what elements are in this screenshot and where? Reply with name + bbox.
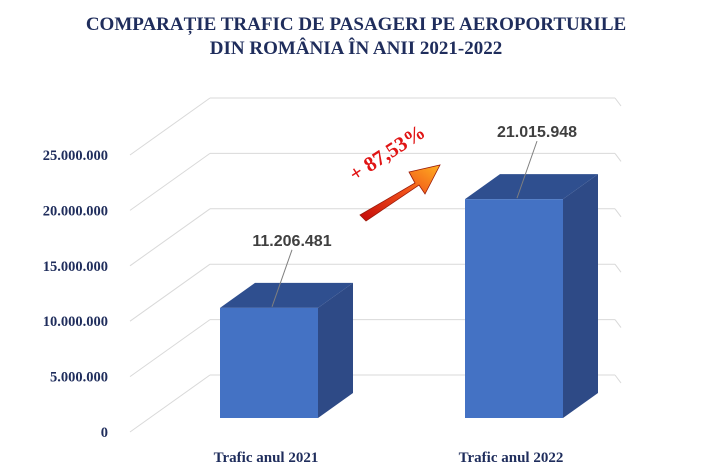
gridline-end	[614, 263, 622, 273]
y-tick-label: 15.000.000	[43, 259, 108, 275]
growth-arrow-icon	[359, 164, 441, 222]
y-tick-label: 25.000.000	[43, 148, 108, 164]
gridline-depth	[129, 374, 211, 433]
bars	[220, 174, 598, 418]
bar-front	[220, 307, 318, 418]
gridline-depth	[129, 319, 211, 378]
bar	[220, 282, 353, 418]
gridline-end	[614, 153, 622, 162]
gridline-end	[614, 374, 622, 384]
bar-top	[465, 174, 598, 200]
gridline-depth	[129, 97, 211, 156]
gridline-depth	[129, 263, 211, 322]
y-axis-tick-labels: 0 5.000.000 10.000.000 15.000.000 20.000.000…	[43, 148, 108, 441]
bar-side	[563, 174, 598, 418]
gridline-end	[614, 97, 622, 107]
y-tick-label: 10.000.000	[43, 314, 108, 330]
bar	[465, 174, 598, 418]
y-tick-label: 5.000.000	[50, 370, 108, 386]
data-label-leader	[271, 249, 293, 307]
x-category-label: Trafic anul 2022	[459, 450, 564, 466]
chart-title-line-1: COMPARAȚIE TRAFIC DE PASAGERI PE AEROPOR…	[86, 14, 626, 35]
y-tick-label: 0	[101, 425, 108, 441]
bar-top	[220, 282, 353, 308]
x-axis-category-labels: Trafic anul 2021 Trafic anul 2022	[214, 450, 564, 466]
x-category-label: Trafic anul 2021	[214, 450, 319, 466]
data-label-leader	[516, 140, 538, 199]
bar-side	[318, 282, 353, 418]
gridline-end	[614, 319, 622, 328]
gridline-end	[614, 208, 622, 218]
gridline-depth	[129, 152, 211, 211]
data-label: 11.206.481	[252, 233, 331, 250]
data-labels: 11.206.481 21.015.948	[252, 124, 577, 307]
data-label: 21.015.948	[497, 124, 577, 141]
gridline-depth	[129, 208, 211, 267]
chart-title-line-2: DIN ROMÂNIA ÎN ANII 2021-2022	[210, 37, 502, 59]
y-tick-label: 20.000.000	[43, 203, 108, 219]
bar-front	[465, 199, 563, 418]
